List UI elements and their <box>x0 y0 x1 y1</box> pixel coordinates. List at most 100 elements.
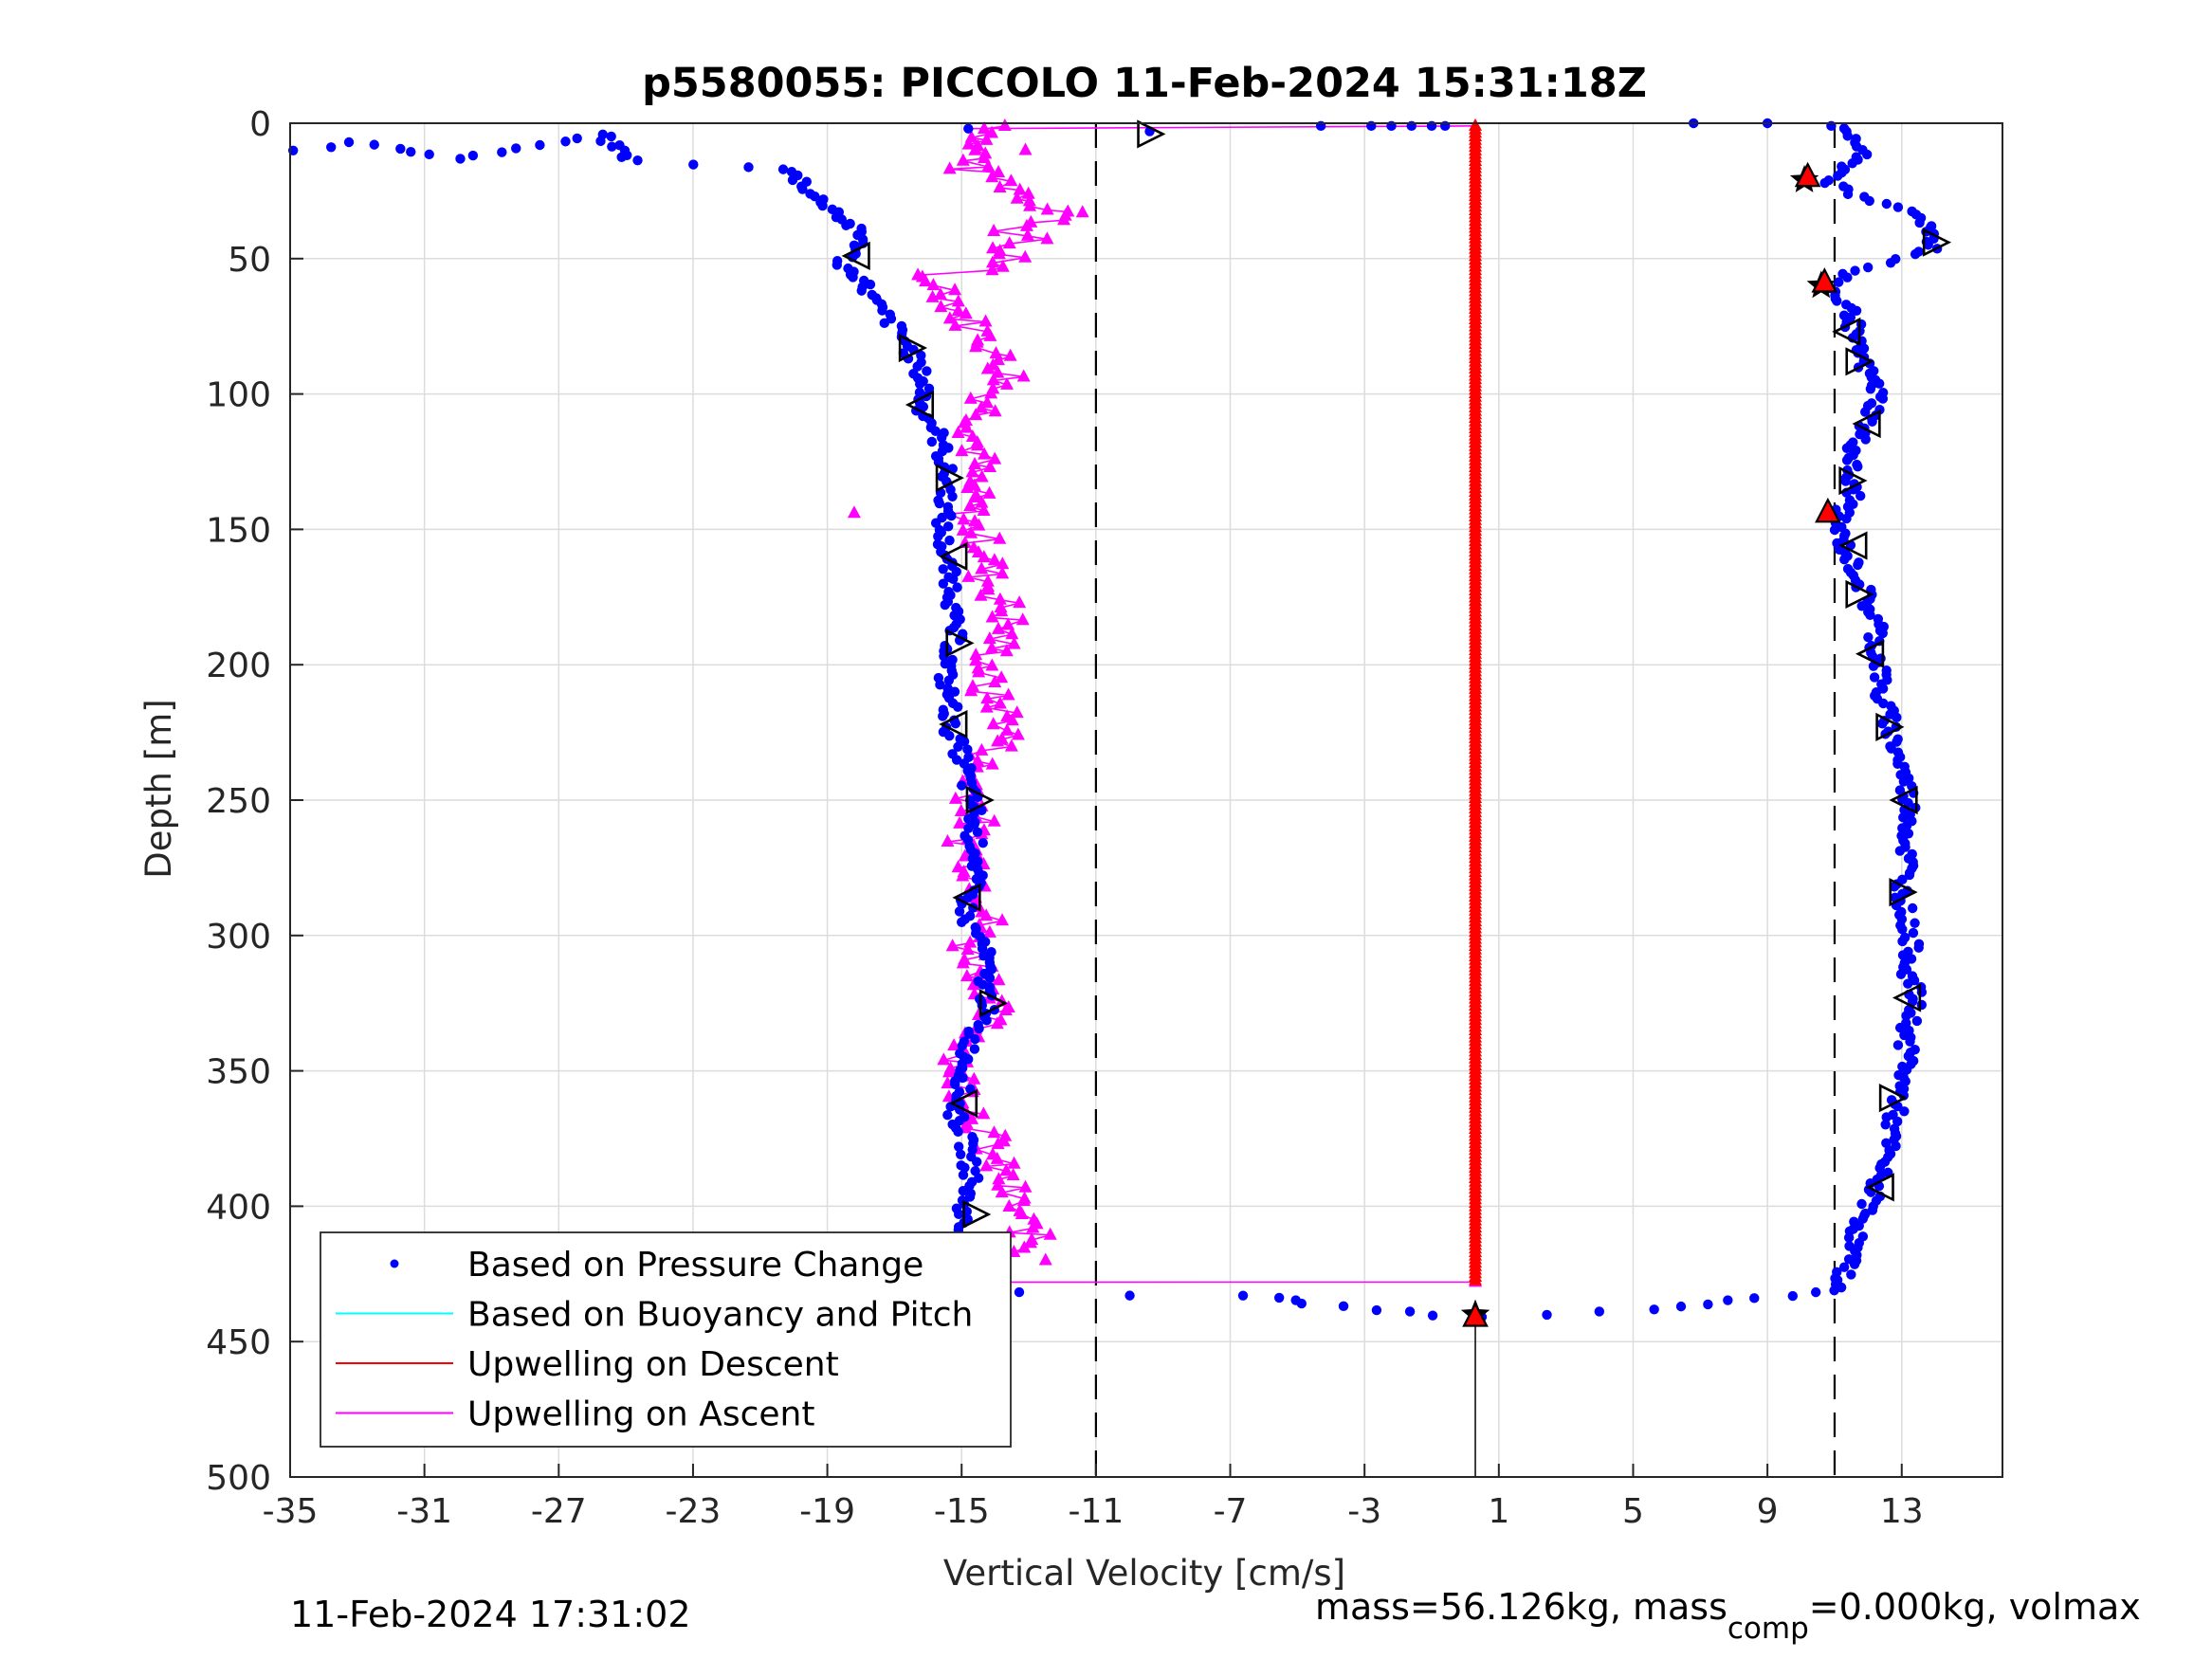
pressure-change-point <box>1892 202 1904 212</box>
ascent-upwelling-marker <box>985 255 999 268</box>
ascent-upwelling-marker <box>972 518 986 531</box>
pressure-change-point <box>958 1170 969 1180</box>
ascent-upwelling-marker <box>1040 202 1054 215</box>
ascent-upwelling-marker <box>995 670 1009 684</box>
ascent-upwelling-marker <box>987 813 1001 827</box>
pressure-change-point <box>1832 296 1842 306</box>
ascent-upwelling-marker <box>1011 727 1025 740</box>
ascent-upwelling-marker <box>999 376 1014 390</box>
ascent-upwelling-marker <box>992 973 1006 986</box>
pressure-change-point <box>947 491 958 501</box>
open-triangle-marker <box>1875 712 1905 741</box>
y-tick-label: 500 <box>206 1459 271 1498</box>
ascent-upwelling-marker <box>985 658 999 671</box>
pressure-change-point <box>1898 776 1910 787</box>
pressure-change-point <box>933 531 943 542</box>
pressure-change-point <box>923 383 935 394</box>
y-tick-label: 150 <box>206 511 271 550</box>
ascent-upwelling-marker <box>1018 142 1033 155</box>
ascent-upwelling-marker <box>953 815 967 829</box>
pressure-change-point <box>1865 610 1875 621</box>
pressure-change-point <box>1895 969 1907 979</box>
pressure-change-point <box>560 137 571 147</box>
ascent-upwelling-marker <box>847 505 861 519</box>
ascent-upwelling-marker <box>995 604 1009 617</box>
open-triangle-marker <box>965 785 995 815</box>
legend-label: Upwelling on Ascent <box>467 1395 814 1434</box>
pressure-change-point <box>343 137 355 148</box>
pressure-change-point <box>326 142 337 153</box>
ascent-upwelling-marker <box>1000 722 1015 736</box>
pressure-change-point <box>856 285 867 296</box>
pressure-change-point <box>1881 198 1892 210</box>
pressure-change-point <box>777 164 789 174</box>
ascent-upwelling-marker <box>956 956 970 969</box>
ascent-upwelling-marker <box>1010 191 1024 204</box>
pressure-change-point <box>1878 698 1889 709</box>
x-tick-label: -27 <box>531 1492 587 1531</box>
pressure-change-point <box>935 680 945 690</box>
ascent-upwelling-marker <box>995 1185 1009 1198</box>
ascent-upwelling-marker <box>1023 198 1037 211</box>
pressure-change-point <box>938 578 949 589</box>
pressure-change-point <box>1542 1309 1552 1321</box>
pressure-change-point <box>1861 149 1873 160</box>
pressure-change-point <box>879 318 889 329</box>
pressure-change-point <box>1863 632 1874 643</box>
open-triangle-marker <box>1832 317 1861 347</box>
pressure-change-point <box>1703 1299 1713 1310</box>
y-tick-label: 300 <box>206 918 271 957</box>
ascent-upwelling-marker <box>975 742 989 756</box>
ascent-upwelling-marker <box>999 1163 1014 1176</box>
open-triangle-marker <box>962 1199 992 1230</box>
ascent-upwelling-marker <box>985 125 999 138</box>
ascent-upwelling-marker <box>979 132 994 145</box>
pressure-change-point <box>1841 455 1853 465</box>
pressure-change-point <box>1907 996 1918 1007</box>
pressure-change-point <box>977 805 987 816</box>
pressure-change-point <box>1880 1120 1891 1130</box>
pressure-change-point <box>944 535 955 546</box>
pressure-change-point <box>940 599 950 611</box>
ascent-upwelling-marker <box>1026 1220 1040 1233</box>
ascent-upwelling-marker <box>1038 1252 1052 1266</box>
pressure-change-point <box>1910 918 1920 928</box>
pressure-change-point <box>957 780 967 791</box>
pressure-change-point <box>1874 378 1885 389</box>
ascent-upwelling-marker <box>1021 186 1035 199</box>
pressure-change-point <box>951 755 962 765</box>
pressure-change-point <box>926 436 938 447</box>
ascent-upwelling-marker <box>1016 1194 1031 1207</box>
open-triangle-marker <box>1852 409 1881 439</box>
pressure-change-point <box>1427 1310 1438 1321</box>
pressure-change-point <box>1847 158 1857 169</box>
pressure-change-point <box>955 1149 966 1159</box>
pressure-change-point <box>953 1126 963 1138</box>
pressure-change-point <box>1842 272 1853 283</box>
pressure-change-point <box>949 686 960 697</box>
legend-swatch-dot <box>390 1259 399 1268</box>
pressure-change-point <box>918 401 929 412</box>
pressure-change-point <box>1838 1262 1850 1272</box>
ascent-upwelling-marker <box>981 159 996 173</box>
open-triangle-marker <box>1878 1084 1909 1113</box>
pressure-change-point <box>1916 987 1928 997</box>
ascent-upwelling-marker <box>992 164 1006 177</box>
ascent-upwelling-marker <box>991 621 1005 634</box>
ascent-upwelling-marker <box>992 1172 1006 1185</box>
pressure-change-point <box>969 1044 980 1054</box>
ascent-upwelling-marker <box>1003 348 1017 361</box>
pressure-change-point <box>934 498 945 509</box>
pressure-change-point <box>974 1023 984 1034</box>
ascent-upwelling-marker <box>972 665 986 678</box>
ascent-upwelling-marker <box>979 700 994 713</box>
x-tick-label: 1 <box>1488 1492 1509 1531</box>
pressure-change-point <box>1894 846 1906 856</box>
open-triangle-marker <box>1845 579 1874 610</box>
ascent-upwelling-marker <box>933 287 947 301</box>
ascent-upwelling-marker <box>1013 595 1027 609</box>
ascent-upwelling-marker <box>1004 738 1018 752</box>
ascent-upwelling-marker <box>971 754 985 767</box>
pressure-change-point <box>1833 171 1843 181</box>
pressure-change-point <box>1892 1040 1904 1050</box>
